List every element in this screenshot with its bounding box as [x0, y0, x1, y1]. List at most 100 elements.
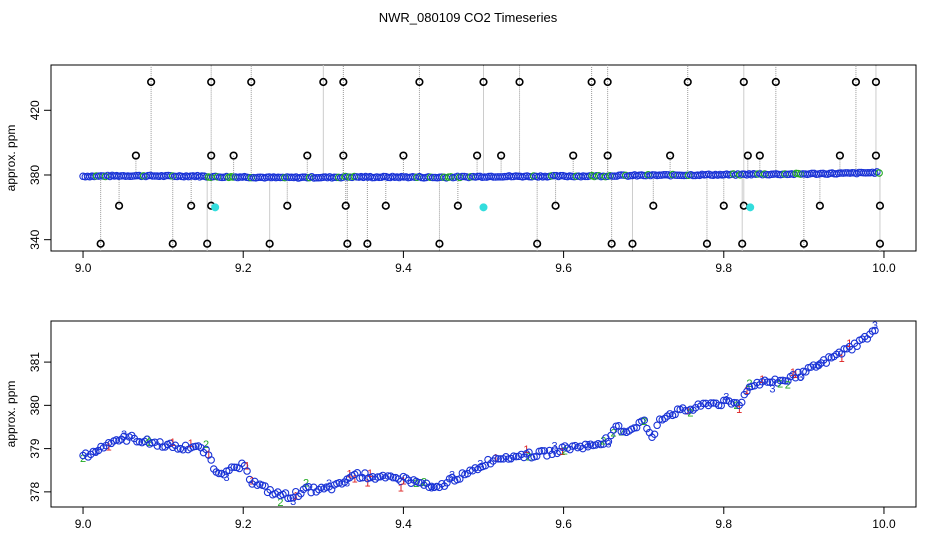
data-point: [776, 376, 784, 385]
data-point: [545, 446, 554, 455]
data-point: [538, 447, 546, 455]
data-point: [84, 453, 92, 461]
data-point: [763, 378, 772, 386]
data-point: [456, 475, 464, 483]
data-point: [653, 421, 661, 430]
outlier-point: [415, 77, 424, 87]
data-point: [148, 438, 156, 447]
digit-marker: 2: [421, 477, 427, 489]
data-point: [79, 451, 87, 460]
x-tick-label: 9.0: [75, 261, 92, 275]
outlier-point: [851, 77, 861, 87]
outlier-point: [399, 151, 408, 160]
x-tick-label: 9.6: [555, 261, 572, 275]
data-point: [732, 399, 741, 407]
outlier-point: [719, 201, 728, 210]
digit-marker: 3: [798, 372, 804, 384]
chart-title: NWR_080109 CO2 Timeseries: [379, 10, 558, 25]
bottom-panel: 9.0 9.2 9.4 9.6 9.8 10.0 378 379 380 381 approx. p…: [4, 320, 917, 531]
outlier-point: [683, 77, 692, 87]
outlier-point: [168, 239, 177, 248]
data-point: [133, 438, 141, 446]
outlier-point: [363, 239, 372, 248]
data-point: [604, 437, 613, 446]
digit-marker: 1: [106, 441, 112, 453]
data-point: [781, 377, 790, 385]
digit-marker: 3: [121, 429, 127, 441]
data-point: [581, 440, 590, 449]
data-point: [720, 396, 728, 405]
x-tick-label: 9.4: [395, 517, 412, 531]
y-tick-label: 420: [28, 100, 42, 120]
outlier-point: [283, 201, 292, 210]
digit-marker: 1: [244, 460, 250, 472]
outlier-point: [815, 201, 824, 210]
data-point: [284, 494, 292, 503]
digit-marker: 1: [249, 475, 255, 487]
y-axis-label: approx. ppm: [4, 125, 18, 192]
digit-marker: 1: [398, 482, 404, 494]
digit-marker: 1: [364, 478, 370, 490]
outlier-point: [875, 201, 885, 210]
data-point: [107, 439, 115, 448]
outlier-point: [343, 239, 352, 248]
digit-marker: 2: [144, 434, 150, 446]
digit-marker: 1: [792, 369, 798, 381]
digit-marker: 2: [303, 477, 309, 489]
data-point: [215, 469, 223, 478]
data-point: [374, 473, 382, 481]
data-point: [248, 480, 256, 488]
digit-marker: 1: [839, 353, 845, 365]
digit-marker: 3: [769, 383, 775, 395]
outlier-point: [569, 151, 578, 160]
outlier-point: [472, 151, 482, 160]
digit-marker: 2: [526, 451, 532, 463]
data-point: [640, 416, 649, 424]
outlier-point: [247, 77, 256, 87]
outlier-point: [743, 151, 752, 160]
data-point: [81, 449, 90, 457]
digit-marker: 3: [290, 496, 296, 508]
data-point: [166, 439, 174, 448]
outlier-point: [497, 151, 506, 160]
outlier-point: [871, 77, 881, 87]
data-point: [612, 422, 620, 430]
outlier-point: [229, 151, 238, 160]
digit-marker: 3: [872, 320, 878, 332]
data-point: [822, 359, 831, 367]
x-tick-label: 9.4: [395, 261, 412, 275]
plot-frame: [50, 320, 917, 508]
data-point: [230, 463, 239, 471]
data-point: [714, 401, 723, 410]
data-point: [192, 442, 200, 451]
outlier-point: [453, 201, 462, 210]
outlier-point: [871, 151, 881, 160]
data-point: [286, 494, 295, 502]
y-tick-label: 379: [28, 438, 42, 458]
data-point: [853, 342, 861, 351]
digit-marker: 2: [562, 446, 568, 458]
data-point: [689, 406, 697, 414]
data-point: [814, 361, 823, 370]
data-point: [871, 326, 879, 335]
outlier-point: [479, 77, 488, 87]
data-point: [494, 455, 502, 463]
data-point: [737, 398, 746, 407]
outlier-point: [666, 151, 675, 160]
digit-marker: 1: [736, 404, 742, 416]
data-point: [848, 345, 856, 354]
data-point: [174, 445, 182, 453]
digit-marker: 1: [559, 446, 565, 458]
data-point: [356, 474, 364, 482]
x-tick-label: 9.8: [715, 517, 732, 531]
flagged-point: [211, 203, 220, 212]
data-point: [589, 441, 597, 450]
outlier-point: [339, 77, 348, 87]
data-point: [438, 479, 446, 488]
x-tick-label: 9.6: [555, 517, 572, 531]
digit-marker: 2: [277, 497, 283, 509]
data-point: [650, 430, 659, 438]
outlier-point: [207, 151, 216, 160]
